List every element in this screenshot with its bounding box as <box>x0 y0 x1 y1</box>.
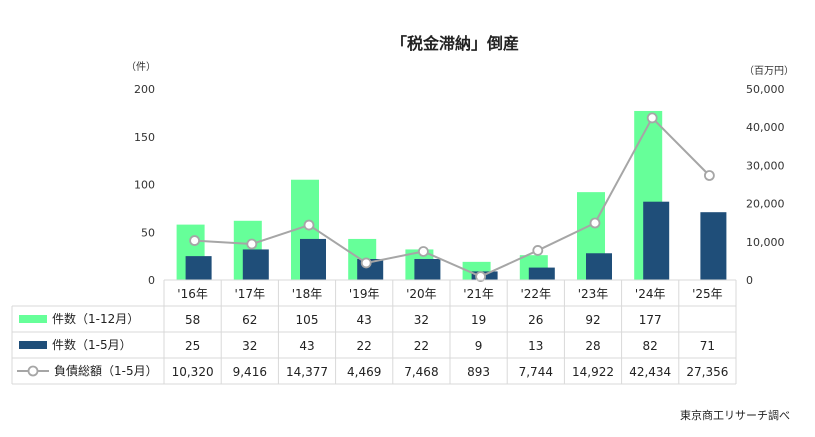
debt-marker <box>589 217 601 229</box>
table-value: 10,320 <box>172 365 214 379</box>
debt-marker <box>360 257 372 269</box>
category-label: '21年 <box>463 287 494 301</box>
table-value: 22 <box>357 339 372 353</box>
right-axis-tick-label: 0 <box>746 274 753 287</box>
bar-jan-may <box>586 253 612 280</box>
debt-marker <box>646 112 658 124</box>
legend-key-full-year <box>19 315 47 323</box>
table-value: 9 <box>475 339 483 353</box>
table-value: 14,377 <box>286 365 328 379</box>
right-axis-tick-label: 30,000 <box>746 159 785 172</box>
table-value: 893 <box>467 365 490 379</box>
category-label: '22年 <box>521 287 552 301</box>
table-value: 9,416 <box>233 365 267 379</box>
debt-marker <box>532 245 544 256</box>
right-axis-tick-label: 20,000 <box>746 198 785 211</box>
table-value: 82 <box>643 339 658 353</box>
right-axis-tick-label: 10,000 <box>746 236 785 249</box>
legend-label-full-year: 件数（1-12月） <box>52 311 139 326</box>
table-value: 26 <box>528 313 543 327</box>
category-label: '19年 <box>349 287 380 301</box>
category-label: '23年 <box>578 287 609 301</box>
table-value: 22 <box>414 339 429 353</box>
left-axis-tick-label: 100 <box>134 179 155 192</box>
debt-marker <box>475 271 487 282</box>
debt-marker <box>417 246 429 257</box>
left-axis-unit: （件） <box>126 61 156 73</box>
bar-jan-may <box>242 249 269 280</box>
table-value: 177 <box>639 313 662 327</box>
category-label: '17年 <box>235 287 266 301</box>
bar-jan-may <box>643 201 670 280</box>
debt-marker <box>189 235 201 246</box>
right-axis-unit: （百万円） <box>744 65 794 77</box>
bar-jan-may <box>300 238 326 280</box>
left-axis-tick-label: 0 <box>148 274 155 287</box>
table-value: 7,744 <box>519 365 553 379</box>
debt-marker <box>303 219 315 231</box>
table-value: 43 <box>299 339 314 353</box>
table-value: 27,356 <box>686 365 728 379</box>
table-value: 25 <box>185 339 200 353</box>
table-value: 13 <box>528 339 543 353</box>
table-value: 7,468 <box>404 365 438 379</box>
category-label: '24年 <box>635 287 666 301</box>
bar-jan-may <box>185 256 212 280</box>
category-label: '25年 <box>692 287 723 301</box>
debt-marker <box>246 238 258 250</box>
table-value: 19 <box>471 313 486 327</box>
left-axis-tick-label: 150 <box>134 131 155 144</box>
left-axis-tick-label: 50 <box>141 226 155 239</box>
table-value: 105 <box>296 313 319 327</box>
source-note: 東京商工リサーチ調べ <box>680 408 790 422</box>
table-value: 92 <box>585 313 600 327</box>
chart-title: 「税金滞納」倒産 <box>391 34 519 53</box>
debt-marker <box>704 170 715 181</box>
bar-jan-may <box>528 267 555 280</box>
legend-key-jan-may <box>19 341 47 349</box>
table-value: 28 <box>585 339 600 353</box>
legend-label-debt: 負債総額（1-5月） <box>54 363 158 378</box>
legend-key-debt-marker <box>27 365 39 377</box>
table-value: 32 <box>414 313 429 327</box>
right-axis-tick-label: 40,000 <box>746 121 785 134</box>
bar-jan-may <box>414 258 441 280</box>
table-value: 43 <box>357 313 372 327</box>
table-value: 14,922 <box>572 365 614 379</box>
category-label: '20年 <box>406 287 437 301</box>
left-axis-tick-label: 200 <box>134 83 155 96</box>
table-value: 32 <box>242 339 257 353</box>
table-value: 4,469 <box>347 365 381 379</box>
table-value: 42,434 <box>629 365 671 379</box>
legend-label-jan-may: 件数（1-5月） <box>52 337 132 352</box>
category-label: '16年 <box>177 287 208 301</box>
debt-line <box>194 116 711 278</box>
bar-jan-may <box>700 212 727 280</box>
right-axis-tick-label: 50,000 <box>746 83 785 96</box>
table-value: 62 <box>242 313 257 327</box>
table-value: 71 <box>700 339 715 353</box>
table-value: 58 <box>185 313 200 327</box>
category-label: '18年 <box>292 287 323 301</box>
